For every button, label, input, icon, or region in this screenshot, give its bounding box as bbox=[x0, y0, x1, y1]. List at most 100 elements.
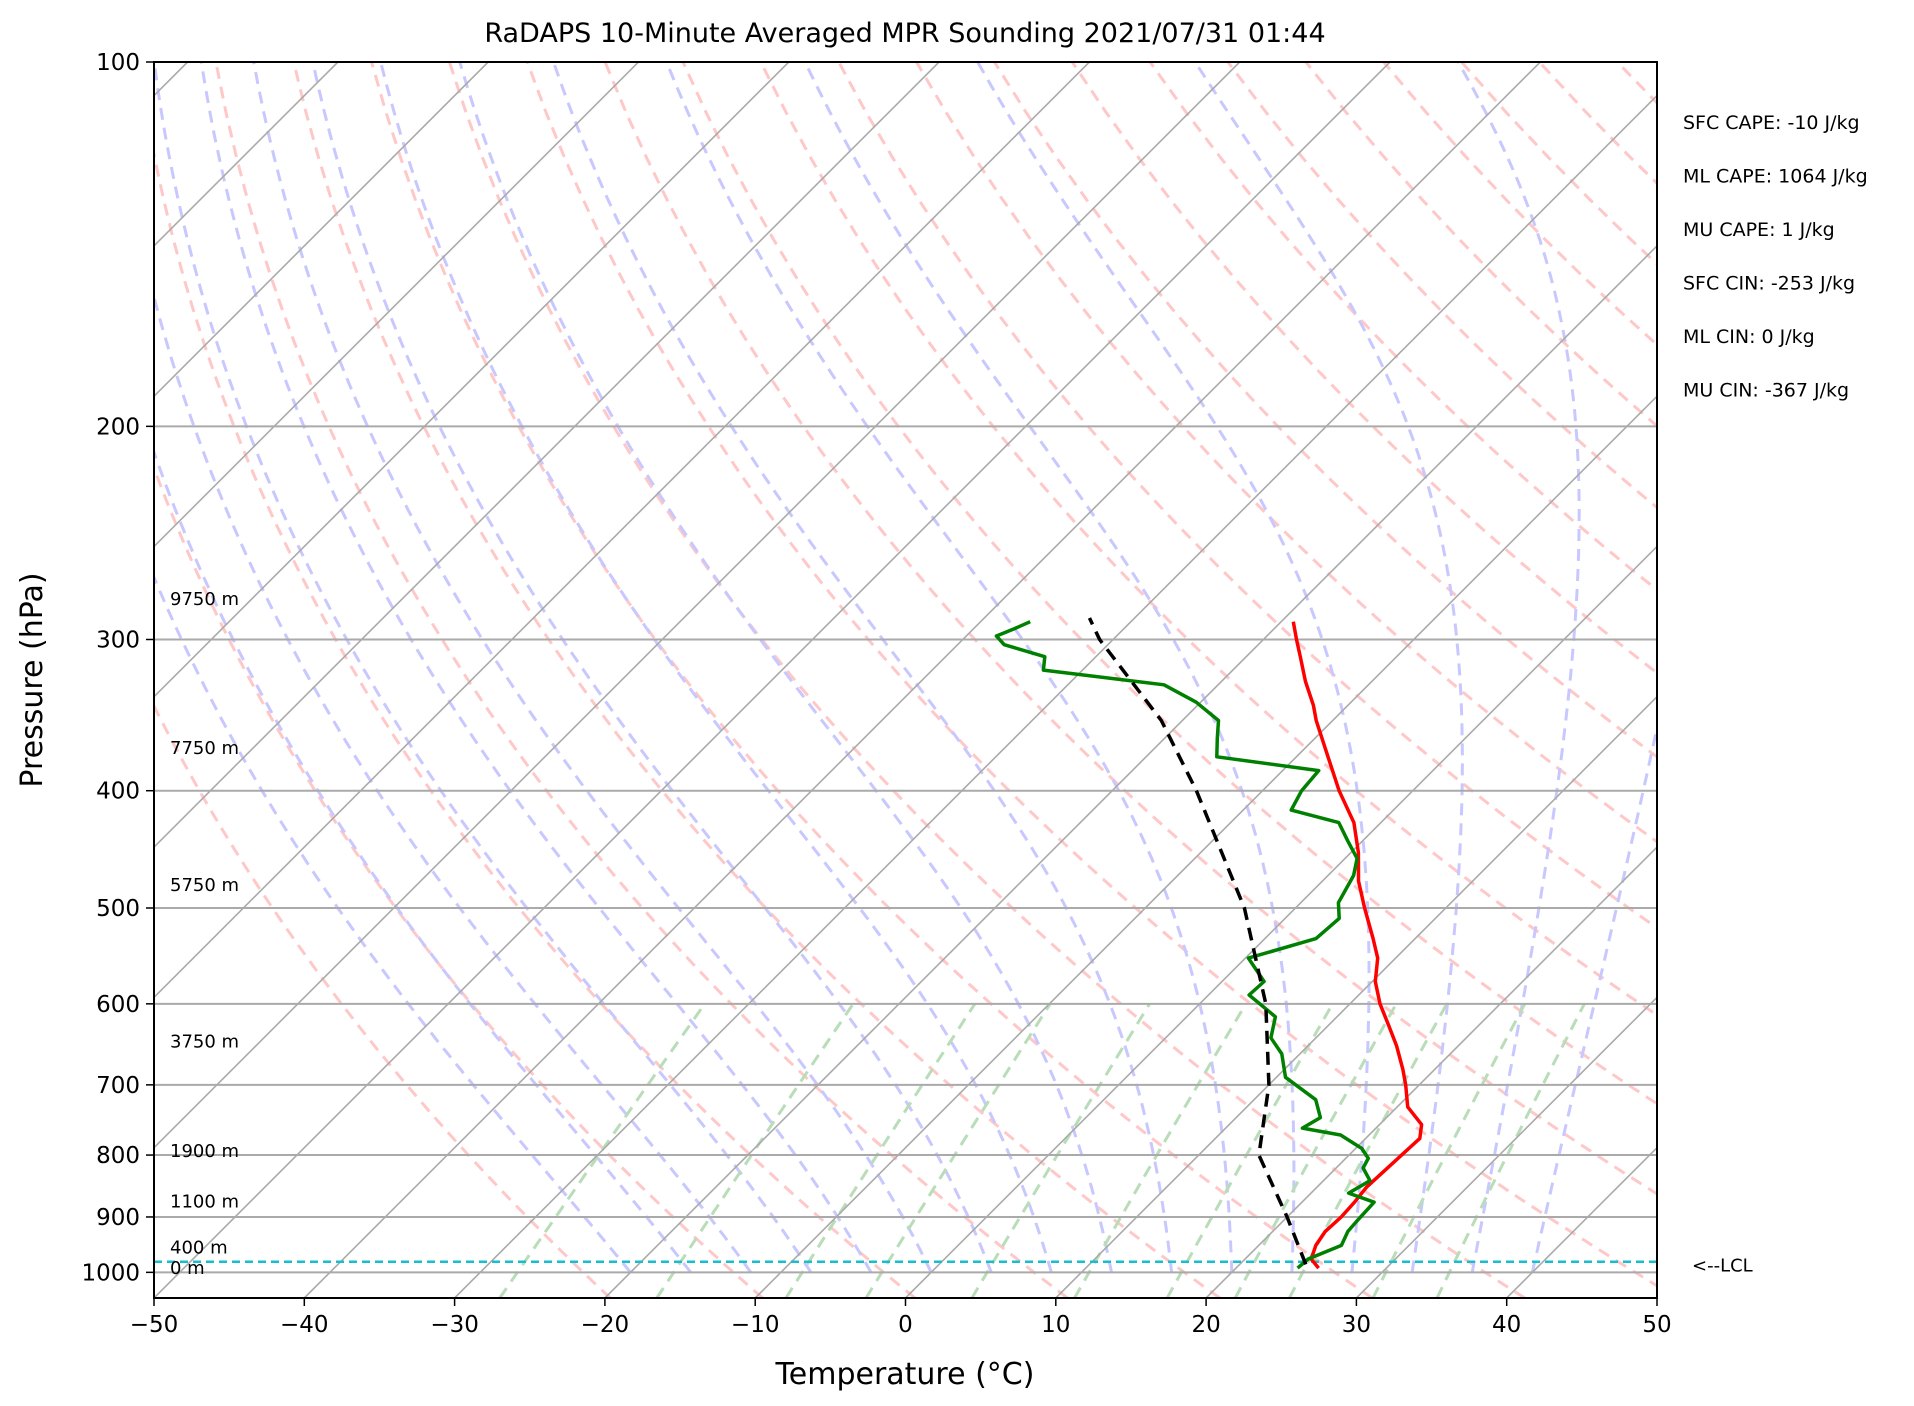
y-axis-title: Pressure (hPa) bbox=[15, 572, 50, 787]
chart-title: RaDAPS 10-Minute Averaged MPR Sounding 2… bbox=[484, 18, 1325, 49]
isotherm bbox=[904, 545, 1657, 1298]
dry-adiabat bbox=[525, 62, 1657, 1288]
stat-label: MU CIN: -367 J/kg bbox=[1683, 380, 1849, 402]
isotherm bbox=[1656, 1296, 1657, 1298]
isotherm bbox=[754, 395, 1657, 1298]
x-axis-title: Temperature (°C) bbox=[775, 1357, 1035, 1392]
x-tick-label: 0 bbox=[898, 1312, 913, 1338]
x-axis-ticks: −50 −40 −30 −20 −10 0 10 20 30 40 50 bbox=[130, 1298, 1672, 1338]
isotherm bbox=[154, 62, 790, 698]
x-tick-label: −40 bbox=[280, 1312, 329, 1338]
moist-adiabat bbox=[1530, 720, 1657, 1273]
height-labels: 9750 m 7750 m 5750 m 3750 m 1900 m 1100 m 400 … bbox=[170, 589, 239, 1279]
x-tick-label: −30 bbox=[430, 1312, 479, 1338]
isotherm bbox=[1055, 695, 1657, 1298]
height-label: 9750 m bbox=[170, 589, 239, 610]
temperature-line bbox=[1291, 621, 1424, 1270]
isotherm bbox=[154, 62, 640, 548]
isotherm bbox=[154, 62, 1241, 1149]
isotherm bbox=[1807, 62, 1914, 1298]
x-tick-label: 40 bbox=[1492, 1312, 1521, 1338]
y-tick-label: 900 bbox=[96, 1205, 140, 1231]
y-tick-label: 100 bbox=[96, 50, 140, 76]
moist-adiabat bbox=[199, 62, 873, 1274]
stat-label: SFC CAPE: -10 J/kg bbox=[1683, 112, 1860, 134]
dry-adiabat bbox=[214, 62, 1069, 1298]
moist-adiabat bbox=[379, 62, 1053, 1273]
dry-adiabat bbox=[292, 62, 1221, 1298]
y-tick-label: 700 bbox=[96, 1073, 140, 1099]
isotherm bbox=[154, 62, 339, 248]
dry-adiabat bbox=[154, 146, 917, 1298]
isotherm bbox=[154, 62, 1090, 999]
y-tick-label: 400 bbox=[96, 779, 140, 805]
stat-label: ML CAPE: 1064 J/kg bbox=[1683, 166, 1868, 188]
dry-adiabat bbox=[1695, 62, 1914, 1298]
x-tick-label: −10 bbox=[731, 1312, 780, 1338]
moist-adiabat bbox=[976, 62, 1371, 1273]
parcel-profile-line bbox=[1087, 617, 1308, 1266]
stat-label: ML CIN: 0 J/kg bbox=[1683, 326, 1815, 348]
mixing-ratio-line bbox=[1233, 1003, 1398, 1298]
isotherm bbox=[154, 62, 489, 398]
height-label: 400 m bbox=[170, 1238, 228, 1259]
sounding-profiles bbox=[994, 617, 1424, 1270]
y-tick-label: 800 bbox=[96, 1143, 140, 1169]
x-tick-label: 20 bbox=[1191, 1312, 1220, 1338]
pressure-gridlines bbox=[154, 425, 1657, 1274]
moist-adiabat bbox=[458, 62, 1113, 1273]
moist-adiabat bbox=[552, 62, 1174, 1273]
height-label: 1900 m bbox=[170, 1141, 239, 1162]
x-tick-label: 10 bbox=[1041, 1312, 1070, 1338]
mixing-ratio-line bbox=[1435, 1003, 1586, 1298]
isotherm bbox=[154, 62, 940, 849]
stats-panel: SFC CAPE: -10 J/kg ML CAPE: 1064 J/kg MU C… bbox=[1683, 112, 1868, 402]
height-label: 5750 m bbox=[170, 875, 239, 896]
x-tick-label: 30 bbox=[1342, 1312, 1371, 1338]
dry-adiabat bbox=[603, 62, 1657, 1196]
dry-adiabat bbox=[1616, 62, 1657, 106]
dry-adiabat bbox=[370, 62, 1374, 1298]
moist-adiabat bbox=[154, 447, 692, 1274]
stat-label: SFC CIN: -253 J/kg bbox=[1683, 273, 1855, 295]
mixing-ratio-line bbox=[1165, 1003, 1334, 1298]
isotherm bbox=[1355, 996, 1657, 1298]
stat-label: MU CAPE: 1 J/kg bbox=[1683, 219, 1835, 241]
moist-adiabat bbox=[803, 62, 1296, 1273]
dry-adiabat bbox=[681, 62, 1657, 1106]
x-tick-label: 50 bbox=[1642, 1312, 1671, 1338]
y-tick-label: 1000 bbox=[81, 1260, 140, 1286]
isotherm bbox=[604, 244, 1657, 1298]
y-tick-label: 200 bbox=[96, 414, 140, 440]
dry-adiabat bbox=[154, 463, 764, 1298]
dry-adiabat bbox=[759, 62, 1657, 1017]
dry-adiabat bbox=[915, 62, 1657, 844]
y-tick-label: 300 bbox=[96, 627, 140, 653]
dry-adiabat bbox=[154, 702, 612, 1298]
y-tick-label: 600 bbox=[96, 992, 140, 1018]
mixing-ratio-line bbox=[498, 1002, 706, 1298]
mixing-ratio-line bbox=[655, 1002, 855, 1298]
isotherm bbox=[1205, 845, 1657, 1298]
dewpoint-line bbox=[994, 620, 1376, 1270]
mixing-ratio-line bbox=[1371, 1003, 1527, 1298]
mixing-ratio-line bbox=[970, 1003, 1151, 1298]
moist-adiabat bbox=[1456, 62, 1581, 1273]
plot-area bbox=[153, 61, 1914, 1299]
isotherm bbox=[303, 62, 1541, 1298]
height-label: 0 m bbox=[170, 1258, 205, 1279]
height-label: 3750 m bbox=[170, 1032, 239, 1053]
y-tick-label: 500 bbox=[96, 896, 140, 922]
x-tick-label: −50 bbox=[130, 1312, 179, 1338]
moist-adiabat bbox=[154, 291, 753, 1274]
background-lines bbox=[154, 62, 1914, 1298]
moist-adiabat bbox=[1193, 62, 1464, 1273]
moist-adiabat bbox=[154, 573, 632, 1274]
dry-adiabat bbox=[1382, 62, 1657, 347]
x-tick-label: −20 bbox=[581, 1312, 630, 1338]
dry-adiabat bbox=[837, 62, 1657, 930]
y-axis-ticks: 100 200 300 400 500 600 700 800 900 1000 bbox=[81, 50, 154, 1286]
moist-adiabat bbox=[154, 62, 813, 1274]
dry-adiabat bbox=[1538, 62, 1657, 186]
